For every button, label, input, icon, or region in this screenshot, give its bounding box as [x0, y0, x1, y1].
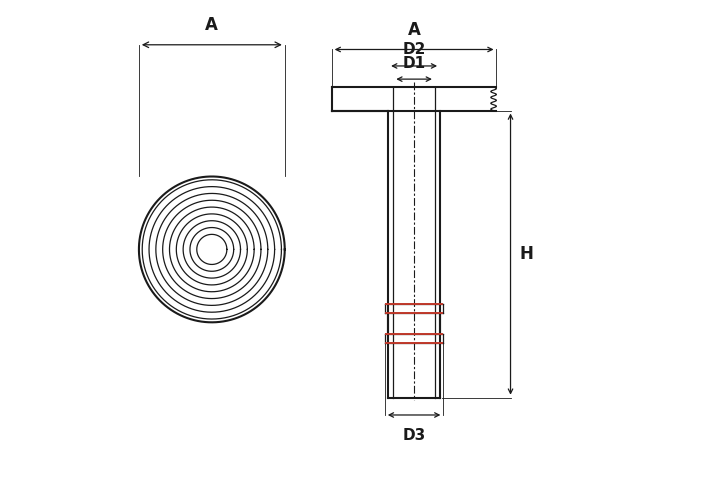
Text: D1: D1: [402, 56, 426, 71]
Text: A: A: [205, 16, 218, 35]
Text: D3: D3: [402, 428, 426, 443]
Text: D2: D2: [402, 42, 426, 57]
Text: H: H: [520, 245, 534, 263]
Text: A: A: [408, 21, 420, 39]
